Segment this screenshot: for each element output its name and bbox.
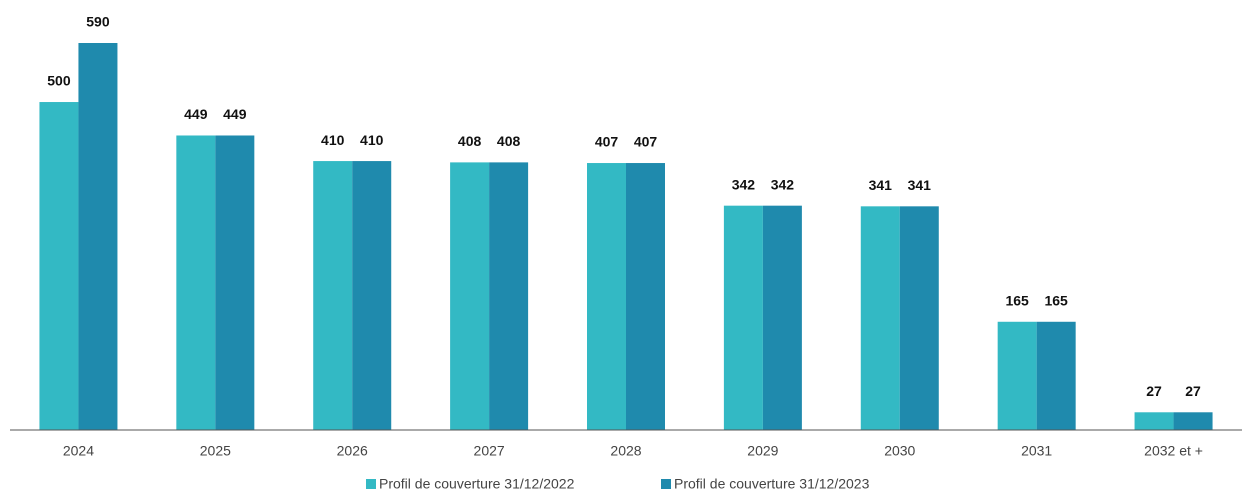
x-tick-label: 2032 et + [1144, 443, 1203, 459]
bar [1134, 412, 1174, 430]
bar [899, 206, 939, 430]
value-label: 410 [360, 132, 384, 148]
bar [39, 102, 79, 430]
value-label: 407 [595, 134, 619, 150]
bar [1036, 321, 1076, 430]
bar [450, 162, 490, 431]
x-tick-label: 2031 [1021, 443, 1052, 459]
bar [587, 163, 626, 431]
x-tick-label: 2027 [474, 443, 505, 459]
bar [762, 205, 802, 430]
value-label: 341 [908, 177, 932, 193]
bar [215, 135, 255, 430]
value-label: 410 [321, 132, 345, 148]
bar [860, 206, 900, 430]
legend-label: Profil de couverture 31/12/2023 [674, 476, 870, 492]
bar [176, 135, 216, 430]
value-label: 449 [223, 106, 247, 122]
bar [997, 321, 1037, 430]
value-label: 407 [634, 134, 658, 150]
value-label: 408 [497, 133, 521, 149]
value-label: 342 [732, 176, 756, 192]
value-label: 342 [771, 176, 795, 192]
x-tick-label: 2028 [610, 443, 641, 459]
bar [78, 43, 118, 430]
x-tick-label: 2025 [200, 443, 231, 459]
value-label: 165 [1044, 292, 1068, 308]
bar [313, 161, 353, 430]
value-label: 341 [869, 177, 893, 193]
legend-swatch [661, 479, 671, 489]
value-label: 165 [1005, 292, 1029, 308]
legend-swatch [366, 479, 376, 489]
x-tick-label: 2029 [747, 443, 778, 459]
value-label: 590 [86, 14, 110, 30]
bar [723, 205, 763, 430]
bar [352, 161, 392, 430]
x-tick-label: 2030 [884, 443, 915, 459]
value-label: 449 [184, 106, 208, 122]
value-label: 27 [1185, 383, 1201, 399]
x-tick-label: 2024 [63, 443, 94, 459]
bar [1173, 412, 1213, 430]
value-label: 27 [1146, 383, 1162, 399]
value-label: 408 [458, 133, 482, 149]
bar [626, 163, 665, 431]
x-tick-label: 2026 [337, 443, 368, 459]
bar [489, 162, 529, 431]
legend-label: Profil de couverture 31/12/2022 [379, 476, 575, 492]
value-label: 500 [47, 73, 71, 89]
